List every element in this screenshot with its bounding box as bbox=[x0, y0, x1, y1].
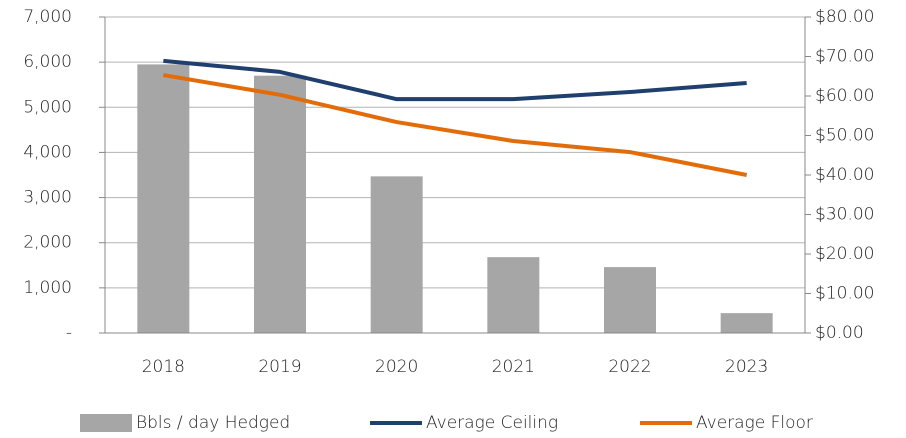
legend-label: Bbls / day Hedged bbox=[136, 413, 290, 433]
y-tick-label: 1,000 bbox=[23, 278, 72, 298]
y-tick-label: 3,000 bbox=[23, 188, 72, 208]
bar bbox=[370, 176, 423, 333]
line bbox=[162, 73, 748, 177]
y2-tick-label: $20.00 bbox=[815, 244, 874, 264]
y2-tick-label: $60.00 bbox=[815, 86, 874, 106]
y-tick-label: 7,000 bbox=[23, 7, 72, 27]
bar bbox=[137, 64, 190, 334]
y-tick-label: 5,000 bbox=[23, 97, 72, 117]
y2-tick-label: $30.00 bbox=[815, 205, 874, 225]
x-tick-label: 2021 bbox=[492, 357, 535, 377]
y-tick-label: - bbox=[66, 323, 72, 343]
y2-tick-label: $10.00 bbox=[815, 284, 874, 304]
y-tick-label: 4,000 bbox=[23, 142, 72, 162]
legend-swatch bbox=[80, 414, 132, 432]
line bbox=[163, 58, 747, 102]
legend-label: Average Ceiling bbox=[426, 413, 558, 433]
bar bbox=[720, 313, 773, 333]
x-tick-label: 2020 bbox=[375, 357, 418, 377]
y2-tick-label: $70.00 bbox=[815, 47, 874, 67]
y-tick-label: 2,000 bbox=[23, 233, 72, 253]
bar bbox=[254, 75, 306, 333]
x-tick-label: 2022 bbox=[608, 357, 651, 377]
x-tick-label: 2019 bbox=[258, 357, 301, 377]
x-tick-label: 2018 bbox=[142, 357, 185, 377]
y2-tick-label: $80.00 bbox=[815, 7, 874, 27]
legend-label: Average Floor bbox=[696, 413, 813, 433]
y2-tick-label: $0.00 bbox=[815, 323, 864, 343]
bar bbox=[604, 267, 656, 333]
bar bbox=[487, 257, 540, 333]
x-tick-label: 2023 bbox=[725, 357, 768, 377]
y2-tick-label: $40.00 bbox=[815, 165, 874, 185]
y2-tick-label: $50.00 bbox=[815, 126, 874, 146]
y-tick-label: 6,000 bbox=[23, 52, 72, 72]
